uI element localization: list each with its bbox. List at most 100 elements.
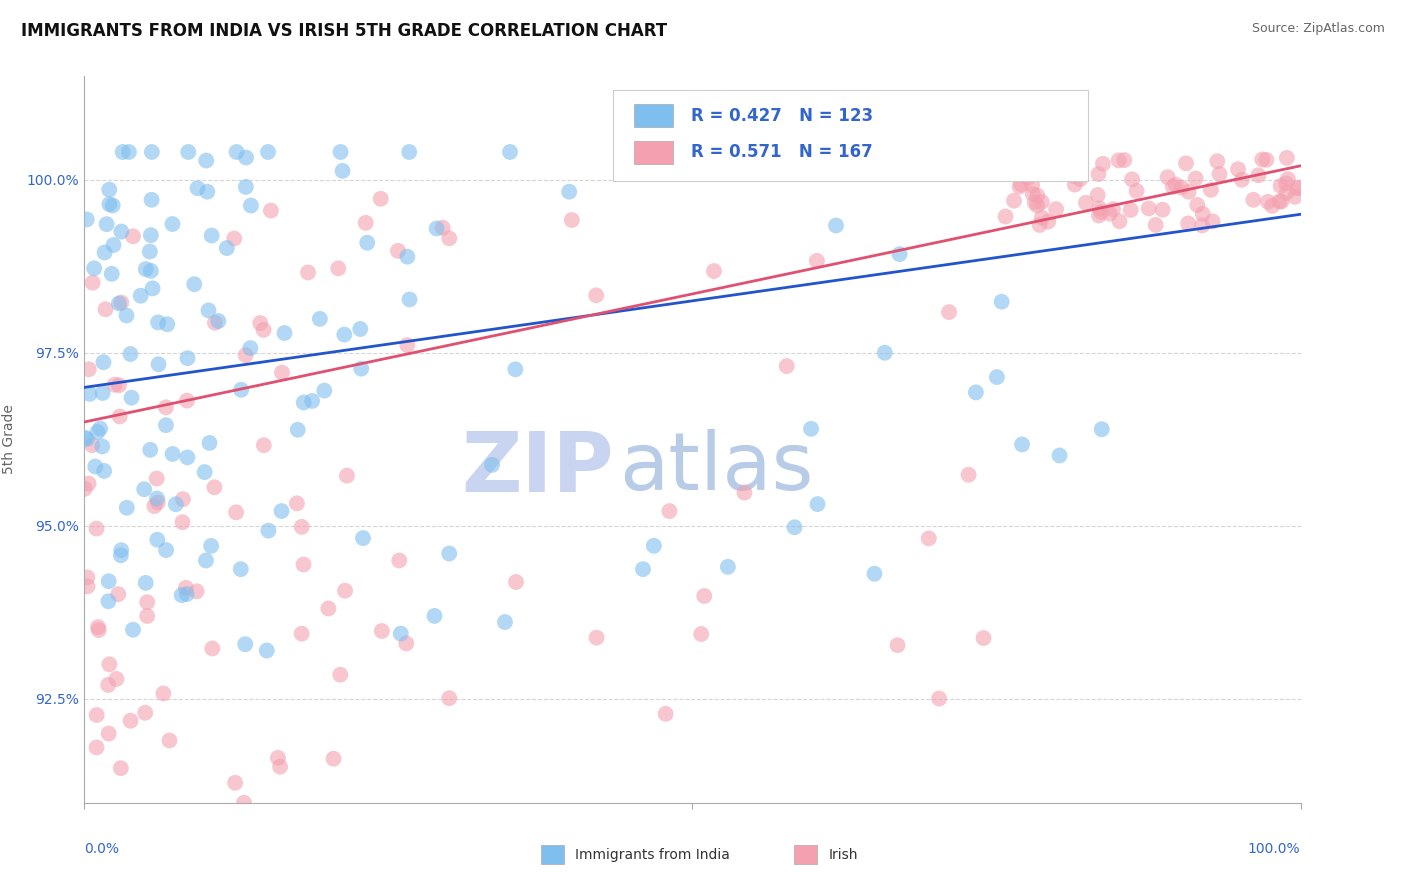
Point: [239, 341, 262, 355]
Point: [825, 219, 848, 233]
Point: [1008, 179, 1031, 194]
Point: [73, 482, 96, 496]
Point: [176, 587, 198, 601]
Point: [350, 361, 373, 376]
Point: [97, 594, 120, 608]
Point: [108, 378, 131, 392]
Point: [267, 751, 290, 765]
Point: [291, 626, 314, 640]
Point: [98, 183, 121, 197]
Point: [1069, 172, 1091, 186]
Point: [717, 559, 740, 574]
Point: [1005, 168, 1028, 182]
Point: [432, 220, 454, 235]
Point: [1010, 178, 1032, 192]
Point: [1288, 180, 1310, 194]
Point: [229, 562, 252, 576]
Point: [1088, 209, 1111, 223]
Point: [122, 623, 145, 637]
Point: [371, 624, 394, 638]
Point: [1031, 211, 1053, 225]
Point: [146, 491, 169, 506]
Point: [285, 496, 308, 510]
Point: [1208, 167, 1230, 181]
Point: [1098, 207, 1121, 221]
Point: [170, 588, 193, 602]
Point: [155, 418, 177, 433]
Point: [195, 153, 218, 168]
Point: [270, 504, 292, 518]
Point: [233, 796, 256, 810]
Point: [308, 311, 330, 326]
Point: [1161, 179, 1184, 194]
Point: [333, 327, 356, 342]
Point: [162, 447, 184, 461]
Point: [91, 386, 114, 401]
Point: [77, 476, 100, 491]
Point: [146, 315, 169, 329]
Point: [77, 362, 100, 376]
Point: [423, 608, 446, 623]
Point: [352, 531, 374, 545]
Point: [1119, 202, 1142, 217]
Point: [1087, 188, 1109, 202]
Point: [110, 549, 132, 563]
Point: [1257, 194, 1279, 209]
Point: [1031, 194, 1053, 209]
Point: [1256, 153, 1278, 167]
Point: [505, 362, 527, 376]
Point: [204, 480, 226, 494]
Point: [156, 317, 179, 331]
Point: [176, 393, 198, 408]
Point: [1002, 146, 1025, 161]
Point: [1152, 202, 1174, 217]
Point: [260, 203, 283, 218]
Point: [585, 288, 607, 302]
Point: [152, 686, 174, 700]
Point: [499, 145, 522, 159]
Point: [83, 261, 105, 276]
Point: [1241, 193, 1264, 207]
Point: [957, 467, 980, 482]
Point: [1137, 202, 1160, 216]
Point: [292, 395, 315, 409]
Point: [91, 439, 114, 453]
Point: [89, 421, 111, 435]
Point: [329, 667, 352, 681]
Point: [1026, 198, 1049, 212]
Point: [643, 539, 665, 553]
Point: [1063, 169, 1085, 183]
Point: [86, 740, 108, 755]
Point: [1277, 172, 1299, 186]
Point: [990, 294, 1012, 309]
Point: [1090, 205, 1112, 219]
Point: [201, 641, 224, 656]
Point: [1045, 202, 1067, 216]
Point: [1275, 151, 1298, 165]
Point: [1088, 201, 1111, 215]
Point: [76, 579, 98, 593]
Point: [146, 533, 169, 547]
Point: [97, 678, 120, 692]
Point: [973, 631, 995, 645]
Point: [231, 383, 253, 397]
Point: [110, 295, 132, 310]
Point: [76, 432, 98, 446]
Point: [142, 281, 165, 295]
Point: [336, 468, 359, 483]
FancyBboxPatch shape: [634, 104, 673, 128]
Point: [256, 643, 278, 657]
Point: [172, 515, 194, 529]
Point: [187, 181, 209, 195]
Point: [1008, 158, 1031, 172]
Point: [215, 241, 238, 255]
Point: [733, 485, 755, 500]
Point: [257, 145, 280, 159]
Point: [195, 185, 218, 199]
Point: [388, 553, 411, 567]
Point: [439, 231, 461, 245]
Point: [332, 164, 354, 178]
Point: [76, 212, 98, 227]
Point: [1284, 190, 1306, 204]
Point: [690, 627, 713, 641]
